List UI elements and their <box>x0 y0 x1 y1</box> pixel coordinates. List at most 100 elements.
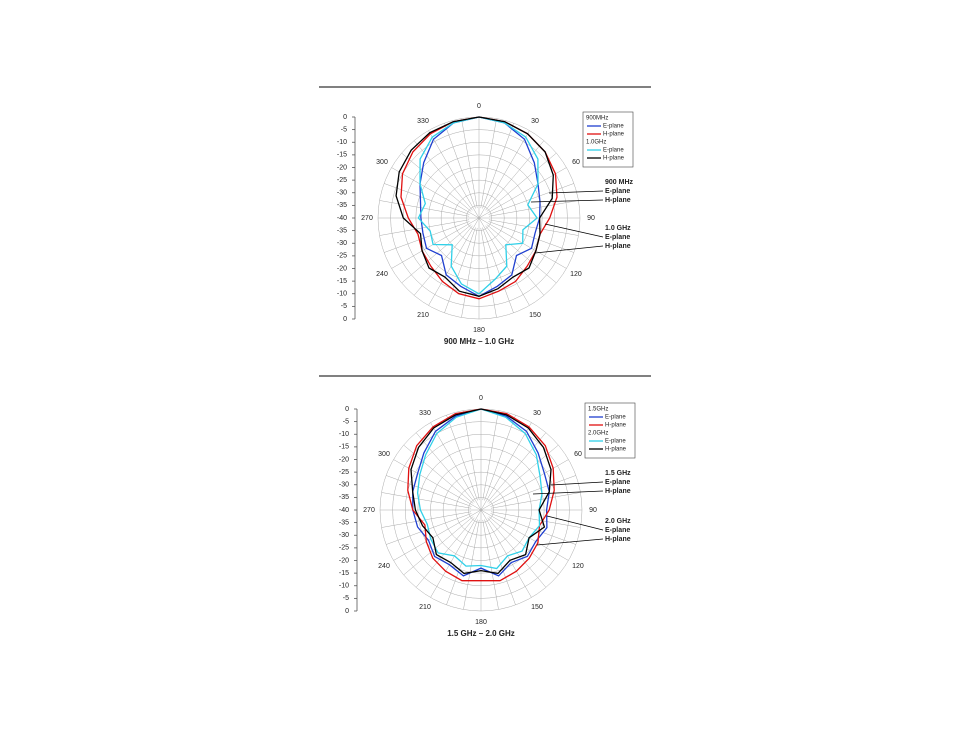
leader <box>532 490 604 495</box>
minor-spoke <box>482 123 514 209</box>
r-tick-label: -5 <box>341 303 347 310</box>
legend-label: E-plane <box>603 124 624 130</box>
legend-label: H-plane <box>605 423 627 429</box>
annotation: 1.5 GHz <box>605 470 631 477</box>
grid-spoke <box>393 509 482 561</box>
r-tick-label: -15 <box>337 278 347 285</box>
grid-spoke <box>391 167 480 219</box>
minor-spoke <box>488 219 579 236</box>
grid-spoke <box>391 217 480 269</box>
legend-label: H-plane <box>605 447 627 453</box>
minor-spoke <box>401 152 472 212</box>
minor-spoke <box>480 118 497 209</box>
r-tick-label: -20 <box>337 265 347 272</box>
r-tick-label: -15 <box>337 152 347 159</box>
caption: 1.5 GHz – 2.0 GHz <box>447 629 515 638</box>
r-tick-label: 0 <box>343 316 347 323</box>
minor-spoke <box>484 519 516 605</box>
minor-spoke <box>488 221 574 253</box>
r-tick-label: -30 <box>339 482 349 489</box>
minor-spoke <box>384 183 470 215</box>
leader <box>546 515 604 531</box>
r-tick-label: -5 <box>341 126 347 133</box>
minor-spoke <box>488 200 579 217</box>
minor-spoke <box>482 519 499 610</box>
annotation: H-plane <box>605 243 631 250</box>
minor-spoke <box>490 511 581 528</box>
leader <box>550 481 604 486</box>
legend-label: E-plane <box>605 439 626 445</box>
angle-label: 120 <box>572 563 584 570</box>
angle-label: 180 <box>473 327 485 334</box>
angle-label: 270 <box>361 215 373 222</box>
annotation: E-plane <box>605 527 630 534</box>
angle-label: 60 <box>574 451 582 458</box>
minor-spoke <box>486 152 557 212</box>
minor-spoke <box>490 492 581 509</box>
r-tick-label: -35 <box>337 227 347 234</box>
angle-label: 300 <box>378 451 390 458</box>
minor-spoke <box>482 227 514 313</box>
minor-spoke <box>379 219 470 236</box>
r-tick-label: -40 <box>337 215 347 222</box>
grid-spoke <box>480 509 569 561</box>
legend-label: H-plane <box>603 156 625 162</box>
legend-label: E-plane <box>605 415 626 421</box>
angle-label: 210 <box>419 604 431 611</box>
minor-spoke <box>386 475 472 507</box>
r-tick-label: -20 <box>337 164 347 171</box>
minor-spoke <box>463 519 480 610</box>
minor-spoke <box>490 513 576 545</box>
r-tick-label: -30 <box>337 240 347 247</box>
r-tick-label: -15 <box>339 570 349 577</box>
pattern-line <box>400 116 558 300</box>
annotation: H-plane <box>605 536 631 543</box>
angle-label: 0 <box>479 395 483 402</box>
legend-group: 900MHz <box>586 116 608 122</box>
annotation: E-plane <box>605 479 630 486</box>
r-tick-label: -25 <box>337 253 347 260</box>
minor-spoke <box>403 516 474 576</box>
angle-label: 150 <box>529 312 541 319</box>
minor-spoke <box>384 221 470 253</box>
minor-spoke <box>381 511 472 528</box>
r-tick-label: -10 <box>339 431 349 438</box>
pattern-line <box>412 408 550 577</box>
minor-spoke <box>415 517 475 588</box>
annotation: 2.0 GHz <box>605 518 631 525</box>
r-tick-label: -35 <box>339 519 349 526</box>
r-tick-label: -5 <box>343 418 349 425</box>
leader <box>544 223 604 238</box>
angle-label: 30 <box>533 410 541 417</box>
leader <box>548 190 604 194</box>
minor-spoke <box>482 410 499 501</box>
r-tick-label: -30 <box>337 190 347 197</box>
legend-group: 1.5GHz <box>588 407 608 413</box>
grid-spoke <box>428 130 480 219</box>
minor-spoke <box>488 516 559 576</box>
r-tick-label: -25 <box>339 469 349 476</box>
grid-spoke <box>480 459 569 511</box>
annotation: E-plane <box>605 234 630 241</box>
r-tick-label: -10 <box>339 583 349 590</box>
r-tick-label: -20 <box>339 456 349 463</box>
annotation: 1.0 GHz <box>605 225 631 232</box>
pattern-line <box>407 408 555 582</box>
r-tick-label: -25 <box>339 545 349 552</box>
minor-spoke <box>488 444 559 504</box>
minor-spoke <box>444 227 476 313</box>
pattern-line <box>416 408 543 570</box>
grid-spoke <box>478 130 530 219</box>
grid-spoke <box>430 422 482 511</box>
pattern-line <box>417 116 539 295</box>
minor-spoke <box>444 123 476 209</box>
angle-label: 210 <box>417 312 429 319</box>
angle-label: 330 <box>417 118 429 125</box>
leader <box>534 245 604 254</box>
annotation: H-plane <box>605 197 631 204</box>
r-tick-label: -10 <box>337 291 347 298</box>
legend-label: H-plane <box>603 132 625 138</box>
legend-group: 2.0GHz <box>588 431 608 437</box>
annotation: E-plane <box>605 188 630 195</box>
r-tick-label: -20 <box>339 557 349 564</box>
